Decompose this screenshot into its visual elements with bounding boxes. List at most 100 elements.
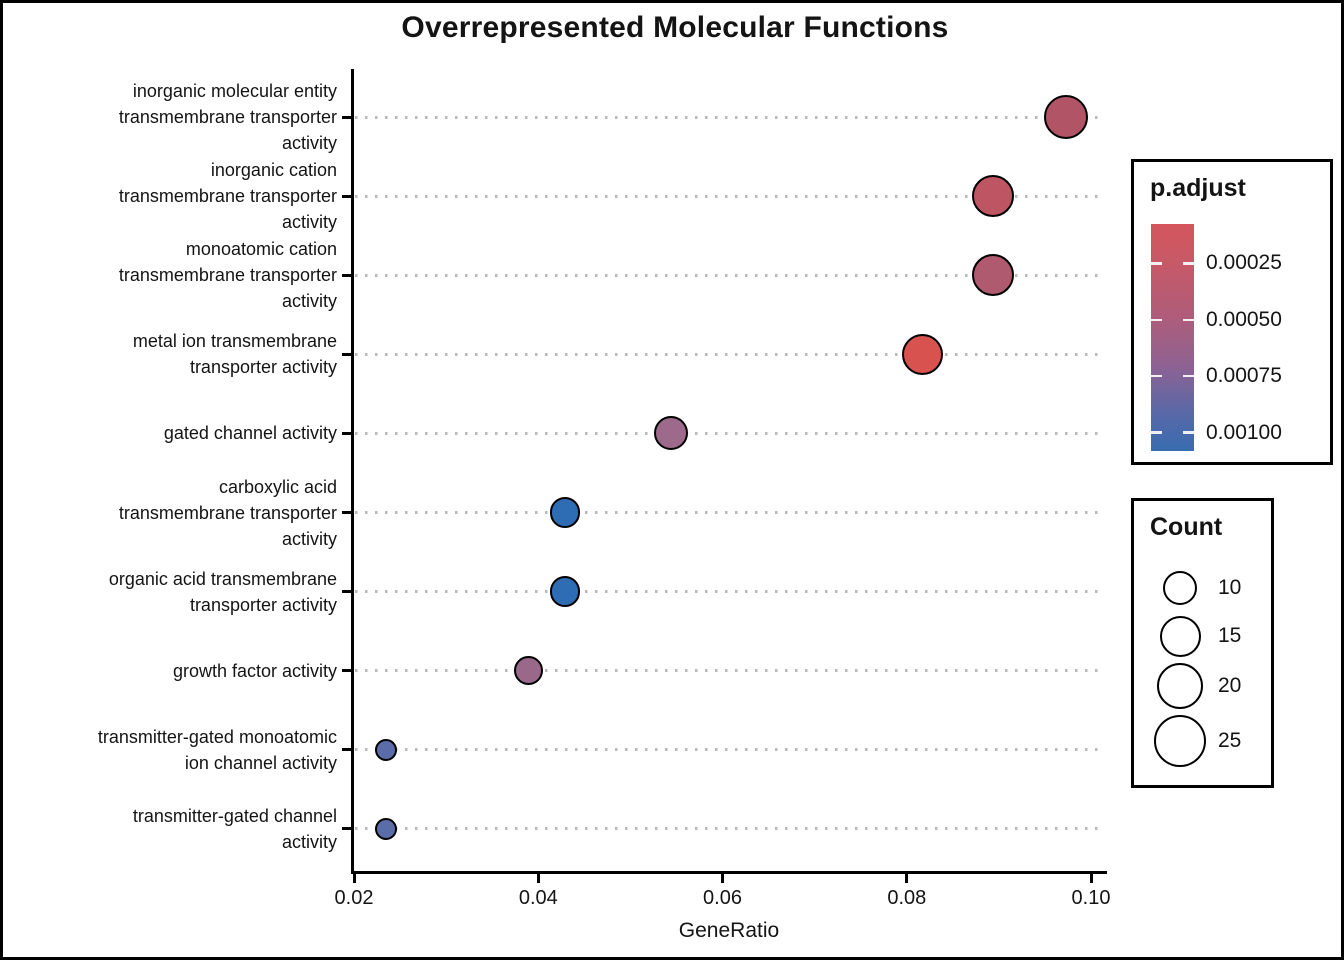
data-point [972,254,1015,297]
y-axis-tick [342,352,351,356]
gridline [355,115,1105,119]
padjust-bar-tick [1183,431,1194,434]
y-axis-label-line: transmitter-gated monoatomic [97,726,337,747]
y-axis-label-line: transmembrane transporter [118,107,337,127]
data-point [374,817,398,841]
gridline [355,590,1105,594]
gridline [355,352,1105,356]
y-axis-label-line: activity [281,133,337,153]
data-point [972,175,1015,218]
count-legend-circle [1154,715,1206,767]
chart-title: Overrepresented Molecular Functions [401,11,949,44]
x-axis-tick [1089,874,1093,883]
y-axis-label: organic acid transmembrane transporter ac… [7,566,337,618]
padjust-bar-tick [1151,431,1162,434]
y-axis-label: transmitter-gated monoatomic ion channel … [7,724,337,776]
y-axis-tick [342,669,351,673]
legend-count-title: Count [1150,513,1223,541]
x-axis-tick [352,874,356,883]
y-axis-tick [342,431,351,435]
padjust-bar-tick [1151,374,1162,378]
y-axis-label-line: inorganic molecular entity [132,81,337,101]
y-axis-label: inorganic cation transmembrane transporte… [7,157,337,235]
count-legend-circle [1159,615,1201,657]
data-point [901,333,943,375]
gridline [355,431,1105,435]
padjust-bar-tick [1183,262,1194,265]
gridline [355,511,1105,514]
y-axis-label-line: transporter activity [189,594,337,615]
x-axis-tick-label: 0.06 [703,887,742,909]
data-point [513,656,543,686]
y-axis-label-line: metal ion transmembrane [132,331,337,352]
y-axis-label-line: ion channel activity [184,752,337,773]
data-point [653,416,688,451]
padjust-bar-tick [1151,318,1162,322]
legend-padjust-title: p.adjust [1150,174,1246,202]
y-axis-label: gated channel activity [7,420,337,446]
count-legend-label: 10 [1218,576,1242,599]
y-axis-label-line: monoatomic cation [185,239,337,260]
gridline [355,827,1105,831]
y-axis-label-line: gated channel activity [163,423,337,444]
x-axis-title: GeneRatio [678,919,780,942]
y-axis-label-line: transmembrane transporter [118,502,337,523]
x-axis-tick-label: 0.02 [334,887,374,909]
legend-padjust: p.adjust 0.00025 0.00050 0.00075 0.00100 [1131,159,1333,465]
x-axis-tick [905,874,909,883]
y-axis-label-line: growth factor activity [172,660,337,681]
y-axis-label: transmitter-gated channel activity [7,803,337,855]
plot-panel [351,69,1107,874]
y-axis-label: growth factor activity [7,658,337,684]
y-axis-label-line: activity [281,291,337,312]
padjust-gradient-bar [1151,224,1194,451]
gridline [355,669,1105,673]
legend-count: Count 10 15 20 25 [1131,498,1274,788]
padjust-bar-tick [1151,262,1162,265]
y-axis-tick [342,827,351,831]
y-axis-label-line: transmembrane transporter [118,265,337,286]
y-axis-tick [342,194,351,198]
data-point [549,497,581,528]
count-legend-label: 15 [1218,624,1242,647]
gridline [355,273,1105,277]
count-legend-label: 25 [1218,729,1242,752]
y-axis-label-line: carboxylic acid [218,476,337,497]
y-axis-tick [342,115,351,119]
y-axis-label-line: activity [281,831,337,852]
y-axis-label: inorganic molecular entity transmembrane … [7,78,337,156]
padjust-tick-label: 0.00100 [1206,420,1282,444]
data-point [374,738,398,762]
y-axis-tick [342,273,351,277]
padjust-tick-label: 0.00075 [1206,364,1282,388]
y-axis-label-line: transmembrane transporter [118,186,337,207]
y-axis-label-line: transporter activity [189,357,337,378]
y-axis-label-line: transmitter-gated channel [132,805,337,826]
x-axis-tick-label: 0.04 [518,887,558,909]
x-axis-tick [536,874,540,883]
y-axis-label-line: organic acid transmembrane [108,568,337,589]
x-axis-tick-label: 0.08 [887,887,927,909]
y-axis-label: carboxylic acid transmembrane transporter… [7,474,337,552]
padjust-tick-label: 0.00050 [1206,308,1282,331]
y-axis-tick [342,748,351,752]
padjust-bar-tick [1183,374,1194,378]
gridline [355,748,1105,752]
padjust-bar-tick [1183,318,1194,322]
count-legend-circle [1156,662,1204,710]
y-axis-tick [342,590,351,594]
y-axis-label: metal ion transmembrane transporter activ… [7,328,337,380]
count-legend-label: 20 [1218,674,1242,697]
count-legend-circle [1163,571,1197,605]
y-axis-label-line: activity [281,212,337,233]
padjust-tick-label: 0.00025 [1206,251,1282,275]
y-axis-label-line: inorganic cation [210,160,337,181]
x-axis-tick-label: 0.10 [1071,887,1111,909]
gridline [355,194,1105,198]
y-axis-tick [342,511,351,514]
y-axis-label: monoatomic cation transmembrane transport… [7,236,337,314]
y-axis-label-line: activity [281,528,337,549]
data-point [549,576,581,607]
data-point [1043,94,1089,140]
